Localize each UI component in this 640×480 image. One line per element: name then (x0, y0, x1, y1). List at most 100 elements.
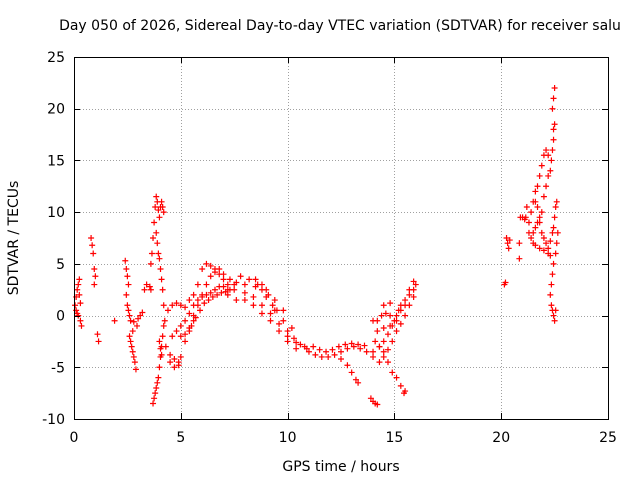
data-point (182, 338, 189, 345)
data-point (258, 310, 265, 317)
data-point (538, 229, 545, 236)
data-point (338, 348, 344, 355)
data-point (224, 291, 231, 298)
data-point (536, 245, 543, 252)
data-point (125, 307, 132, 314)
data-point (293, 339, 300, 346)
data-point (370, 353, 377, 360)
data-point (122, 257, 129, 264)
data-point (171, 356, 178, 363)
series-afternoon-descent (224, 273, 381, 408)
data-point (190, 317, 197, 324)
data-point (551, 85, 558, 92)
data-point (222, 288, 229, 295)
x-tick-label: 25 (599, 430, 617, 446)
data-point (164, 307, 171, 314)
data-point (267, 317, 274, 324)
data-point (151, 219, 158, 226)
data-point (127, 317, 134, 324)
data-point (406, 302, 413, 309)
data-point (532, 224, 539, 231)
data-point (190, 302, 197, 309)
data-point (402, 388, 409, 395)
data-point (323, 348, 330, 355)
data-point (192, 314, 199, 321)
data-point (146, 283, 153, 290)
data-point (132, 366, 139, 373)
data-point (157, 345, 164, 352)
data-point (137, 312, 144, 319)
data-point (380, 324, 387, 331)
data-point (265, 291, 272, 298)
data-points (72, 85, 561, 408)
data-point (301, 343, 308, 350)
y-tick-label: -5 (51, 360, 65, 376)
data-point (547, 167, 554, 174)
data-point (505, 245, 512, 252)
data-point (125, 281, 132, 288)
data-point (534, 183, 541, 190)
x-axis-tick-labels: 0 5 10 15 20 25 (70, 430, 617, 446)
data-point (397, 320, 404, 327)
y-tick-label: 10 (47, 205, 65, 221)
series-morning-spike (147, 193, 168, 407)
data-point (548, 302, 555, 309)
data-point (554, 229, 561, 236)
data-point (284, 333, 291, 340)
data-point (175, 362, 182, 369)
data-point (374, 328, 381, 335)
data-point (205, 297, 212, 304)
data-point (127, 338, 134, 345)
data-point (159, 286, 166, 293)
data-point (159, 333, 166, 340)
data-point (378, 312, 385, 319)
data-point (355, 379, 362, 386)
series-early-pre-dawn (72, 235, 154, 373)
x-axis-label: GPS time / hours (282, 459, 399, 475)
data-point (376, 359, 383, 366)
x-tick-label: 10 (279, 430, 297, 446)
data-point (199, 293, 206, 300)
data-point (271, 297, 278, 304)
data-point (171, 364, 178, 371)
data-point (384, 331, 391, 338)
data-point (74, 286, 81, 293)
data-point (224, 281, 231, 288)
data-point (552, 307, 559, 314)
data-point (543, 147, 550, 154)
data-point (387, 322, 394, 329)
data-point (389, 369, 396, 376)
data-point (538, 162, 545, 169)
data-point (410, 278, 417, 285)
data-point (91, 266, 98, 273)
data-point (551, 214, 558, 221)
data-point (233, 297, 240, 304)
data-point (135, 315, 142, 322)
data-point (162, 343, 169, 350)
data-point (203, 291, 210, 298)
data-point (123, 266, 130, 273)
data-point (90, 250, 97, 257)
data-point (387, 312, 394, 319)
data-point (218, 289, 225, 296)
data-point (536, 219, 543, 226)
data-point (372, 338, 379, 345)
data-point (305, 348, 312, 355)
data-point (267, 310, 274, 317)
data-point (528, 209, 535, 216)
data-point (350, 343, 357, 350)
y-tick-label: 15 (47, 153, 65, 169)
data-point (525, 219, 532, 226)
data-point (367, 395, 374, 402)
data-point (363, 348, 370, 355)
data-point (325, 353, 332, 360)
data-point (503, 235, 510, 241)
data-point (157, 266, 164, 273)
y-tick-label: -10 (42, 412, 65, 428)
data-point (211, 286, 218, 293)
data-point (550, 136, 557, 143)
data-point (76, 291, 83, 298)
data-point (550, 126, 557, 133)
data-point (376, 343, 383, 350)
data-point (158, 198, 165, 205)
